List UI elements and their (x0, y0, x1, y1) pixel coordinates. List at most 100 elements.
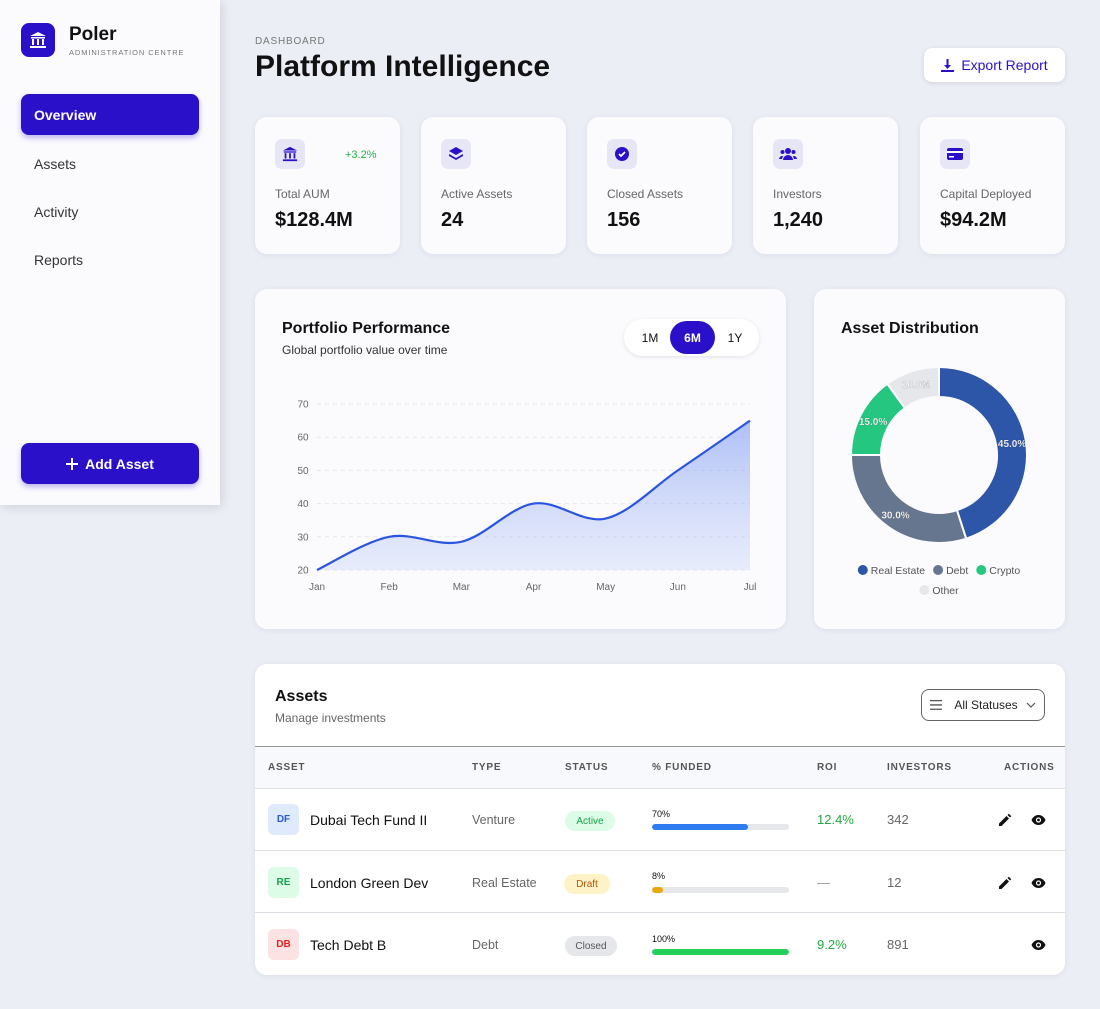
performance-card: Portfolio Performance Global portfolio v… (255, 289, 786, 629)
eyebrow: DASHBOARD (255, 36, 326, 47)
export-label: Export Report (961, 57, 1048, 73)
stat-card: Closed Assets 156 (587, 117, 732, 254)
divider (255, 788, 1065, 789)
stat-label: Total AUM (275, 187, 330, 201)
funded-label: 100% (652, 934, 676, 944)
roi: 12.4% (817, 812, 854, 827)
range-button[interactable]: 1M (641, 330, 659, 345)
filter-label: All Statuses (954, 698, 1018, 712)
progress-track (652, 949, 789, 955)
range-selector: 1M 6M 1Y (624, 319, 759, 356)
progress-bar (652, 824, 748, 830)
column-header: ASSET (268, 762, 306, 773)
chart-subtitle: Global portfolio value over time (282, 343, 448, 357)
chart-title: Portfolio Performance (282, 320, 451, 337)
progress-track (652, 887, 789, 893)
view-icon[interactable] (1031, 814, 1046, 826)
stat-card: Active Assets 24 (421, 117, 566, 254)
stat-value: $94.2M (940, 209, 1007, 231)
table-title: Assets (275, 688, 328, 705)
range-button[interactable]: 6M (670, 321, 715, 354)
asset-type: Venture (472, 813, 516, 827)
roi: 9.2% (817, 937, 847, 952)
column-header: ROI (817, 762, 838, 773)
view-icon[interactable] (1031, 877, 1046, 889)
plus-icon (66, 457, 79, 470)
stat-icon (441, 139, 471, 169)
funded-label: 8% (652, 871, 666, 881)
export-button[interactable]: Export Report (924, 48, 1065, 82)
asset-avatar: DB (268, 929, 299, 960)
brand: Poler (69, 24, 117, 45)
asset-type: Debt (472, 938, 499, 952)
stat-value: 24 (441, 209, 464, 231)
column-header: STATUS (565, 762, 609, 773)
column-header: TYPE (472, 762, 502, 773)
investors: 891 (887, 937, 909, 952)
status-filter[interactable]: All Statuses (921, 689, 1045, 721)
investors: 342 (887, 812, 909, 827)
filter-icon (930, 700, 943, 710)
distribution-card: Asset Distribution (814, 289, 1065, 629)
stat-icon (607, 139, 637, 169)
divider (255, 912, 1065, 913)
chart-title: Asset Distribution (841, 320, 979, 337)
stat-label: Active Assets (441, 187, 513, 201)
status-badge: Closed (565, 936, 617, 956)
column-header: INVESTORS (887, 762, 952, 773)
asset-avatar: DF (268, 804, 299, 835)
status-badge: Active (565, 811, 615, 831)
stat-value: $128.4M (275, 209, 353, 231)
edit-icon[interactable] (998, 876, 1012, 890)
column-header: % FUNDED (652, 762, 712, 773)
stat-value: 156 (607, 209, 641, 231)
progress-bar (652, 887, 663, 893)
progress-bar (652, 949, 789, 955)
stat-card: Capital Deployed $94.2M (920, 117, 1065, 254)
column-header: ACTIONS (1004, 762, 1055, 773)
stat-label: Investors (773, 187, 822, 201)
divider (255, 746, 1065, 747)
logo (21, 23, 55, 57)
stat-card: Investors 1,240 (753, 117, 898, 254)
download-icon (941, 58, 955, 72)
brand-subtitle: ADMINISTRATION CENTRE (69, 48, 185, 57)
stat-icon (275, 139, 305, 169)
asset-name[interactable]: Tech Debt B (310, 937, 387, 953)
view-icon[interactable] (1031, 939, 1046, 951)
stat-icon (773, 139, 803, 169)
button-label: Add Asset (85, 455, 154, 472)
stat-value: 1,240 (773, 209, 824, 231)
asset-type: Real Estate (472, 876, 537, 890)
funded-label: 70% (652, 809, 671, 819)
asset-name[interactable]: Dubai Tech Fund II (310, 812, 428, 828)
stat-icon (940, 139, 970, 169)
stat-label: Closed Assets (607, 187, 684, 201)
progress-track (652, 824, 789, 830)
table-header (255, 747, 1065, 788)
stat-label: Capital Deployed (940, 187, 1032, 201)
asset-name[interactable]: London Green Dev (310, 875, 429, 891)
sidebar: Poler ADMINISTRATION CENTRE Overview Ass… (0, 0, 220, 505)
bank-icon (30, 32, 46, 48)
range-button[interactable]: 1Y (727, 330, 743, 345)
assets-card: Assets Manage investments All Statuses (255, 664, 1065, 975)
add-asset-button[interactable]: Add Asset (21, 443, 199, 484)
nav-item[interactable]: Overview (21, 94, 199, 135)
nav-item[interactable]: Assets (34, 156, 77, 172)
page-title: Platform Intelligence (255, 50, 551, 83)
stat-change: +3.2% (345, 149, 377, 161)
status-badge: Draft (564, 874, 610, 894)
chevron (1026, 702, 1036, 708)
investors: 12 (887, 875, 902, 890)
divider (255, 850, 1065, 851)
nav-item[interactable]: Reports (34, 252, 84, 268)
asset-avatar: RE (268, 867, 299, 898)
stat-card: +3.2% Total AUM $128.4M (255, 117, 400, 254)
roi: — (817, 875, 830, 890)
table-subtitle: Manage investments (275, 711, 386, 725)
edit-icon[interactable] (998, 813, 1012, 827)
nav-item[interactable]: Activity (34, 204, 79, 220)
